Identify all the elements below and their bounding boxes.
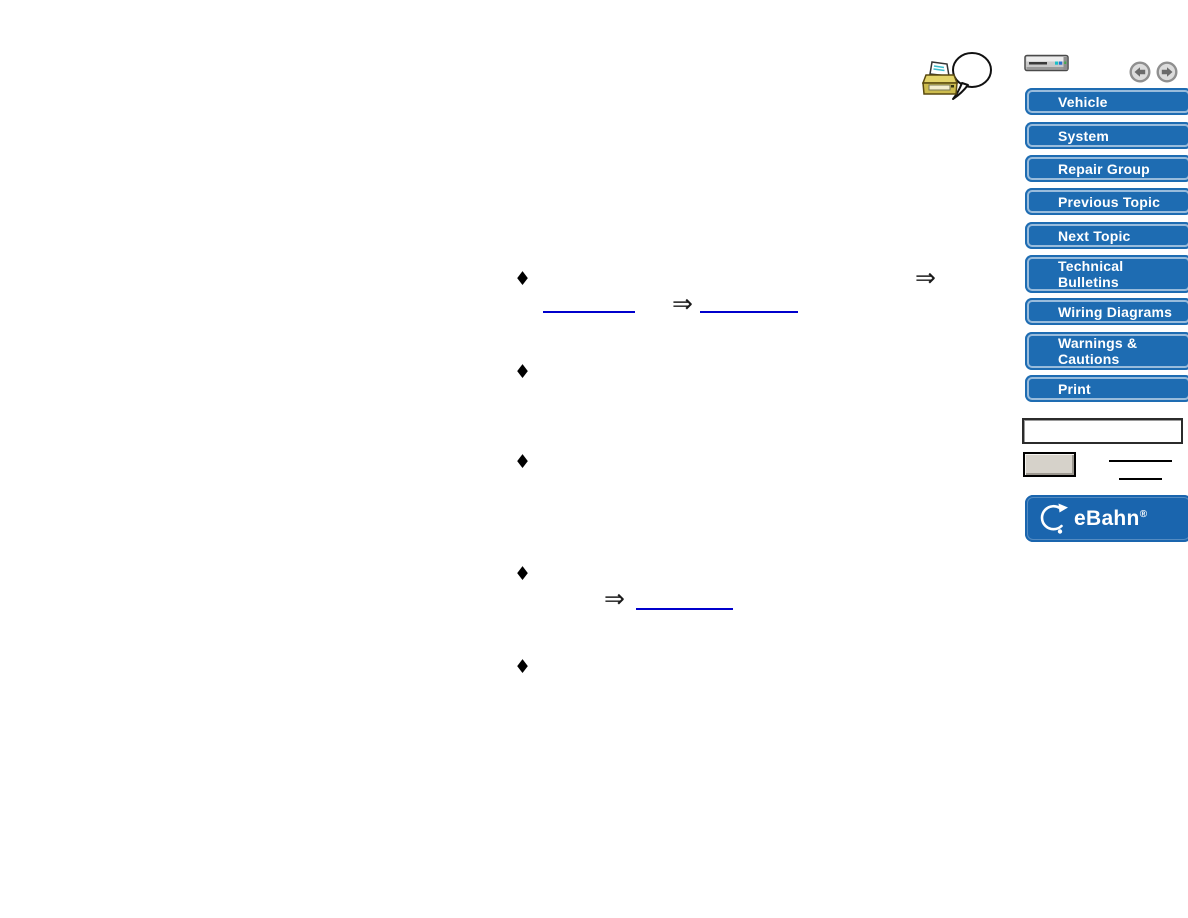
nav-button-next-topic[interactable]: Next Topic [1025,222,1188,249]
ebahn-logo-text: eBahn® [1074,506,1148,530]
inline-link-2[interactable] [700,300,798,313]
nav-button-system[interactable]: System [1025,122,1188,149]
nav-button-label: Technical Bulletins [1058,258,1124,290]
nav-button-label: Vehicle [1058,93,1108,110]
nav-button-technical-bulletins[interactable]: Technical Bulletins [1025,255,1188,293]
reference-arrow-1: ⇒ [915,265,936,292]
nav-button-label: Print [1058,380,1091,397]
print-comment-icon-group[interactable] [920,50,992,104]
search-button[interactable] [1023,452,1076,477]
inline-link-1[interactable] [543,300,635,313]
nav-button-label: Warnings & Cautions [1058,335,1138,367]
nav-button-repair-group[interactable]: Repair Group [1025,155,1188,182]
nav-button-label: Repair Group [1058,160,1150,177]
bullet-item-1-icon: ♦ [514,268,532,290]
reference-arrow-3: ⇒ [604,586,625,613]
forward-arrow-button[interactable] [1156,61,1178,83]
nav-button-print[interactable]: Print [1025,375,1188,402]
sidebar-link-1[interactable] [1109,450,1172,462]
nav-button-label: Wiring Diagrams [1058,303,1173,320]
nav-button-label: Previous Topic [1058,193,1161,210]
registered-mark: ® [1139,508,1148,520]
speech-bubble-icon [952,52,992,100]
bullet-item-2-icon: ♦ [514,361,532,383]
nav-button-previous-topic[interactable]: Previous Topic [1025,188,1188,215]
nav-button-warnings-cautions[interactable]: Warnings & Cautions [1025,332,1188,370]
bullet-item-3-icon: ♦ [514,451,532,473]
inline-link-3[interactable] [636,597,733,610]
bullet-item-5-icon: ♦ [514,656,532,678]
reference-arrow-2: ⇒ [672,291,693,318]
drive-icon [1024,54,1069,72]
nav-button-label: Next Topic [1058,227,1131,244]
sidebar-link-2[interactable] [1119,468,1162,480]
printer-icon [921,61,959,95]
ebahn-swoosh-icon [1040,503,1068,534]
nav-button-wiring-diagrams[interactable]: Wiring Diagrams [1025,298,1188,325]
back-arrow-button[interactable] [1129,61,1151,83]
nav-button-vehicle[interactable]: Vehicle [1025,88,1188,115]
nav-button-label: System [1058,127,1110,144]
bullet-item-4-icon: ♦ [514,563,532,585]
search-input[interactable] [1022,418,1183,444]
ebahn-logo[interactable]: eBahn® [1025,495,1188,542]
